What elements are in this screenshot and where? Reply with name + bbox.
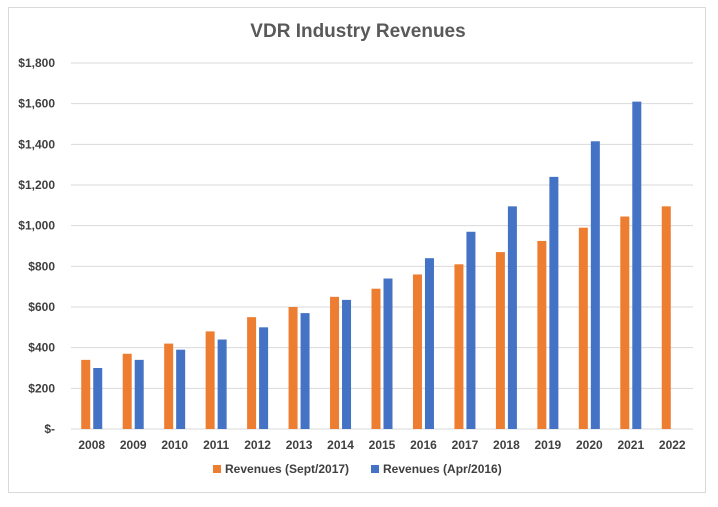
- x-tick-label: 2008: [78, 438, 105, 452]
- x-tick-label: 2020: [576, 438, 603, 452]
- x-tick-label: 2019: [535, 438, 562, 452]
- bar-sept-2017-2008: [81, 359, 91, 429]
- bars: [81, 101, 671, 430]
- bar-sept-2017-2017: [454, 264, 464, 429]
- bar-sept-2017-2011: [205, 331, 215, 429]
- x-tick-label: 2016: [410, 438, 437, 452]
- bar-sept-2017-2019: [537, 240, 547, 429]
- x-tick-label: 2022: [659, 438, 686, 452]
- chart-frame: VDR Industry Revenues $- $200 $400 $600 $800…: [8, 7, 706, 493]
- bar-sept-2017-2010: [164, 343, 174, 429]
- bar-apr-2016-2011: [217, 339, 227, 429]
- bar-apr-2016-2015: [383, 278, 393, 429]
- bar-apr-2016-2016: [424, 258, 434, 429]
- y-tick-label: $400: [28, 341, 55, 355]
- y-tick-label: $1,800: [18, 56, 55, 70]
- chart-canvas: VDR Industry Revenues $- $200 $400 $600 $800…: [18, 21, 693, 476]
- gridlines: [71, 62, 693, 430]
- x-tick-label: 2013: [286, 438, 313, 452]
- y-tick-label: $200: [28, 381, 55, 395]
- bar-sept-2017-2022: [661, 206, 671, 429]
- bar-apr-2016-2010: [176, 349, 186, 429]
- legend-swatch-apr-2016: [371, 465, 379, 473]
- y-tick-label: $800: [28, 259, 55, 273]
- bar-apr-2016-2013: [300, 313, 310, 429]
- bar-sept-2017-2013: [288, 307, 298, 429]
- x-tick-label: 2017: [452, 438, 479, 452]
- legend-label-sept-2017: Revenues (Sept/2017): [225, 462, 349, 476]
- bar-apr-2016-2020: [590, 141, 600, 430]
- y-axis-ticks: $- $200 $400 $600 $800 $1,000 $1,200 $1,400 $1,6…: [18, 56, 55, 436]
- y-tick-label: $-: [44, 422, 55, 436]
- bar-apr-2016-2012: [259, 327, 269, 429]
- bar-apr-2016-2014: [342, 299, 352, 429]
- bar-sept-2017-2014: [330, 296, 340, 429]
- y-tick-label: $1,400: [18, 137, 55, 151]
- x-tick-label: 2014: [327, 438, 354, 452]
- legend-label-apr-2016: Revenues (Apr/2016): [383, 462, 502, 476]
- bar-sept-2017-2020: [578, 227, 588, 429]
- chart-title: VDR Industry Revenues: [250, 21, 465, 42]
- x-tick-label: 2021: [617, 438, 644, 452]
- bar-apr-2016-2021: [632, 101, 642, 429]
- bar-apr-2016-2009: [134, 359, 144, 429]
- x-tick-label: 2012: [244, 438, 271, 452]
- bar-apr-2016-2019: [549, 176, 559, 429]
- bar-apr-2016-2018: [507, 206, 517, 429]
- bar-sept-2017-2015: [371, 288, 381, 429]
- x-tick-label: 2009: [120, 438, 147, 452]
- y-tick-label: $1,600: [18, 97, 55, 111]
- bar-sept-2017-2009: [122, 353, 132, 429]
- legend: Revenues (Sept/2017) Revenues (Apr/2016): [213, 462, 502, 476]
- legend-swatch-sept-2017: [213, 465, 221, 473]
- bar-sept-2017-2018: [495, 252, 505, 429]
- y-tick-label: $1,000: [18, 219, 55, 233]
- y-tick-label: $1,200: [18, 178, 55, 192]
- x-tick-label: 2010: [161, 438, 188, 452]
- bar-apr-2016-2008: [93, 368, 103, 429]
- y-tick-label: $600: [28, 300, 55, 314]
- bar-sept-2017-2016: [412, 274, 422, 429]
- x-tick-label: 2011: [203, 438, 229, 452]
- x-tick-label: 2015: [369, 438, 396, 452]
- x-axis-ticks: 2008 2009 2010 2011 2012 2013 2014 2015 2016 2017…: [78, 438, 686, 452]
- bar-sept-2017-2021: [620, 216, 630, 429]
- bar-apr-2016-2017: [466, 231, 476, 429]
- bar-sept-2017-2012: [247, 317, 257, 429]
- x-tick-label: 2018: [493, 438, 520, 452]
